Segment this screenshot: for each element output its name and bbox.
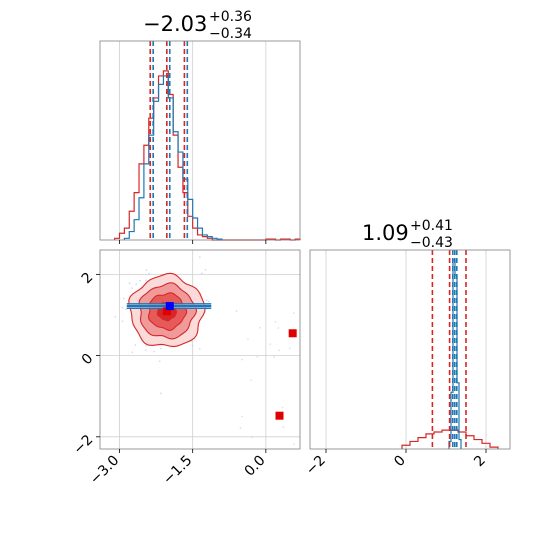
sample-dot: [198, 348, 201, 350]
histogram-ticks: [119, 240, 267, 244]
sample-dot: [256, 355, 259, 358]
contour-grid: [100, 250, 300, 449]
quantile-lines: [149, 41, 189, 240]
histogram-grid-2: [325, 250, 487, 449]
sample-dot: [121, 306, 124, 309]
y-tick-label: −2: [70, 432, 96, 458]
title-param1-value: −2.03: [143, 12, 207, 36]
title-param2-value: 1.09: [362, 221, 409, 245]
sample-dot: [77, 287, 79, 289]
sample-dot: [121, 320, 124, 323]
sample-dot: [208, 300, 210, 303]
red-marker-point: [162, 307, 171, 316]
histogram-step-blue: [123, 75, 223, 240]
red-marker-point: [275, 411, 284, 420]
title-param2-lower: −0.43: [410, 235, 453, 251]
sample-dot: [269, 343, 272, 346]
histogram-ticks-2: [325, 449, 487, 453]
sample-dot: [274, 320, 277, 323]
blue-marker-point: [165, 302, 174, 311]
contour-frame: [99, 249, 301, 450]
sample-dot: [241, 358, 244, 361]
histogram-frame-2: [309, 249, 511, 450]
title-param2-upper: +0.41: [410, 218, 453, 234]
sample-dot: [135, 283, 138, 286]
y-tick-label: 0: [79, 351, 97, 369]
sample-dot: [134, 344, 137, 346]
sample-dot: [235, 310, 238, 312]
x-tick-label: 2: [471, 453, 489, 471]
sample-dot: [131, 351, 134, 354]
histogram-step-red: [114, 70, 301, 241]
sample-dot: [131, 287, 133, 290]
sample-dot: [272, 356, 275, 359]
quantile-lines-2: [431, 250, 467, 449]
sample-dot: [250, 379, 253, 382]
sample-dot: [247, 338, 249, 341]
histogram-series: [114, 70, 301, 241]
x-tick-label: 0.0: [242, 453, 269, 480]
histogram-frame: [99, 40, 301, 241]
sample-dot: [139, 279, 141, 282]
contour-ticks: [96, 273, 267, 453]
sample-dot: [282, 426, 285, 428]
sample-dot: [281, 406, 284, 409]
title-param1-lower: −0.34: [209, 26, 252, 42]
sample-dot: [288, 347, 291, 350]
sample-dot: [125, 308, 128, 311]
marker-points: [162, 302, 297, 420]
sample-dot: [145, 344, 147, 347]
sample-dot: [144, 349, 147, 352]
sample-dot: [292, 443, 295, 446]
histogram-tick-labels-2: −2 0 2: [303, 453, 489, 479]
y-tick-label: 2: [79, 269, 97, 287]
sample-dot: [114, 315, 117, 318]
x-tick-label: −2: [303, 453, 329, 479]
sample-dot: [159, 347, 162, 350]
sample-dot: [159, 392, 162, 395]
sample-dot: [158, 360, 161, 363]
sample-dot: [198, 256, 201, 259]
x-tick-label: −3.0: [87, 453, 122, 488]
contour-panel: −3.0 −1.5 0.0 −2 0 2: [70, 249, 301, 488]
histogram-panel-param2: −2 0 2 1.09 +0.41 −0.43: [303, 218, 511, 479]
sample-dot: [277, 327, 280, 329]
sample-dot: [153, 350, 155, 353]
sample-dot: [258, 326, 261, 329]
sample-dot: [241, 415, 244, 418]
sample-dot: [278, 349, 280, 352]
sample-dot: [128, 282, 131, 284]
x-tick-label: 0: [391, 453, 409, 471]
sample-dot: [239, 427, 242, 430]
x-tick-label: −1.5: [160, 453, 195, 488]
red-marker-point: [288, 329, 297, 338]
sample-dot: [292, 312, 295, 315]
sample-dot: [204, 268, 207, 271]
sample-dot: [145, 269, 148, 272]
sample-dot: [191, 344, 194, 347]
title-param1-upper: +0.36: [209, 9, 252, 25]
sample-dot: [148, 272, 150, 275]
histogram-panel-param1: −2.03 +0.36 −0.34: [99, 9, 301, 244]
sample-dot: [200, 272, 203, 275]
sample-dot: [251, 436, 253, 439]
sample-dot: [122, 297, 125, 300]
sample-dot: [144, 279, 147, 282]
sample-dot: [205, 299, 208, 302]
